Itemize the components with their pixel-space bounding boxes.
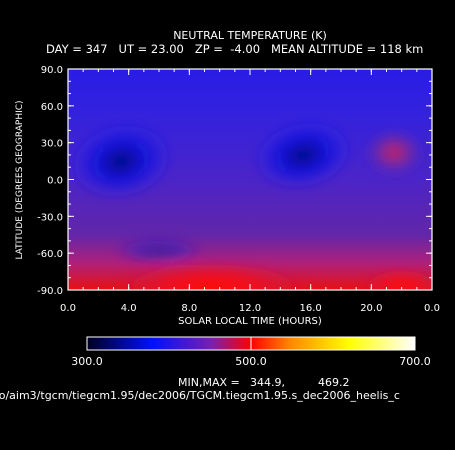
y-tick-label: 90.0 (41, 65, 63, 76)
y-tick-label: 60.0 (41, 102, 63, 113)
y-tick-label: 30.0 (41, 139, 63, 150)
heatmap-warm-region (117, 260, 308, 290)
y-tick-label: -60.0 (37, 249, 63, 260)
x-tick-label: 8.0 (181, 303, 197, 314)
day-value: 347 (85, 42, 108, 56)
x-tick-labels: 0.0 4.0 8.0 12.0 16.0 20.0 0.0 (60, 303, 440, 314)
chart-title: NEUTRAL TEMPERATURE (K) (173, 29, 327, 42)
y-axis-label: LATITUDE (DEGREES GEOGRAPHIC) (15, 100, 25, 259)
x-tick-label: 16.0 (300, 303, 322, 314)
heatmap-cold-region (253, 120, 353, 190)
x-tick-label: 4.0 (121, 303, 137, 314)
x-tick-label: 0.0 (60, 303, 76, 314)
colorbar-tick-label: 300.0 (71, 355, 103, 368)
ut-label: UT = (118, 42, 148, 56)
x-axis-label: SOLAR LOCAL TIME (HOURS) (178, 316, 322, 327)
heatmap-cold-region (69, 122, 173, 200)
x-tick-label: 20.0 (360, 303, 382, 314)
ut-value: 23.00 (150, 42, 184, 56)
heatmap-warm-region (361, 268, 432, 290)
x-tick-label: 0.0 (424, 303, 440, 314)
zp-label: ZP = (194, 42, 223, 56)
minmax-label: MIN,MAX = (178, 376, 240, 389)
file-path: oo/aim3/tgcm/tiegcm1.95/dec2006/TGCM.tie… (0, 389, 400, 402)
x-tick-label: 12.0 (239, 303, 261, 314)
y-tick-label: -30.0 (37, 212, 63, 223)
y-tick-label: 0.0 (47, 176, 63, 187)
min-value: 344.9, (250, 376, 285, 389)
y-tick-labels: 90.0 60.0 30.0 0.0 -30.0 -60.0 -90.0 (37, 65, 63, 297)
axis-ticks (67, 68, 433, 291)
colorbar-tick-label: 500.0 (235, 355, 267, 368)
chart-subtitle: DAY = 347 UT = 23.00 ZP = -4.00 MEAN ALT… (46, 43, 423, 55)
heatmap-cold-band (113, 236, 205, 265)
colorbar-tick-label: 700.0 (399, 355, 431, 368)
y-tick-label: -90.0 (37, 286, 63, 297)
heatmap-features (69, 120, 432, 290)
day-label: DAY = (46, 42, 82, 56)
mean-altitude-label: MEAN ALTITUDE = (270, 42, 377, 56)
mean-altitude-value: 118 km (379, 42, 424, 56)
colorbar-tick-labels: 300.0 500.0 700.0 (71, 355, 431, 368)
max-value: 469.2 (318, 376, 350, 389)
zp-value: -4.00 (230, 42, 261, 56)
heatmap-warm-region (364, 128, 425, 177)
